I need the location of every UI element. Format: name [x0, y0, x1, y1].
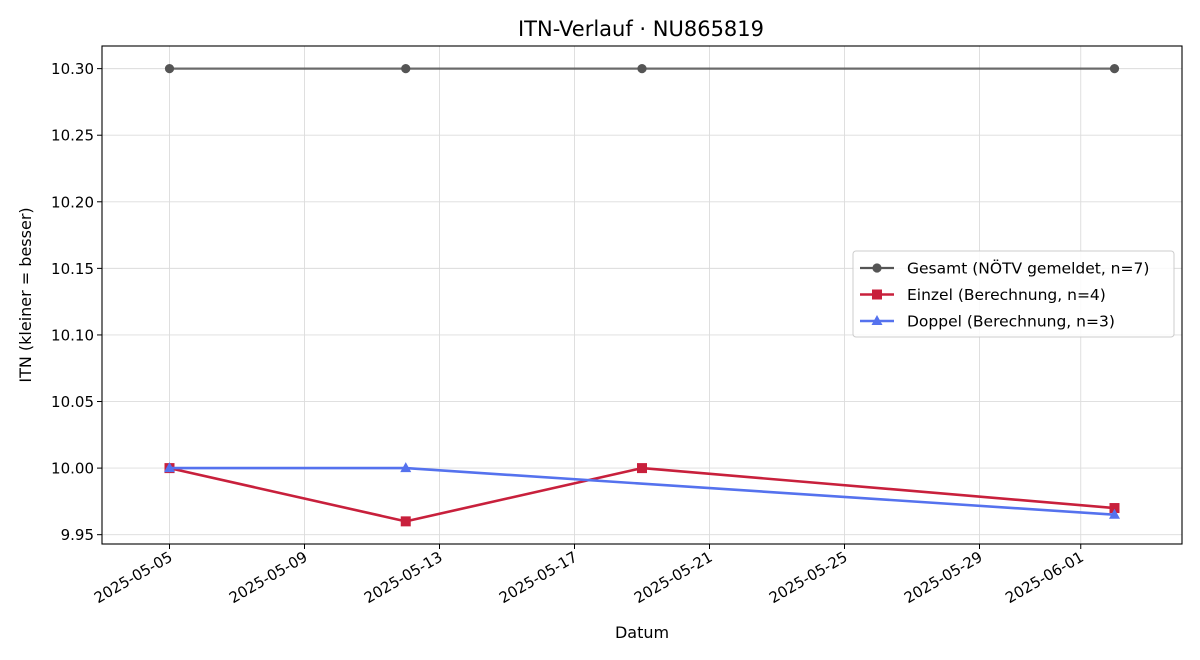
data-point	[1109, 503, 1120, 514]
legend-box	[852, 250, 1175, 338]
data-point	[1109, 508, 1120, 519]
data-point	[637, 463, 647, 474]
y-tick-label: 10.20	[51, 193, 94, 211]
data-point	[400, 516, 411, 527]
x-tick-label: 2025-05-13	[361, 548, 446, 607]
y-tick-label: 10.15	[51, 260, 94, 278]
legend-item: Gesamt (NÖTV gemeldet, n=7)	[860, 259, 1149, 278]
x-tick-label: 2025-06-01	[1002, 548, 1087, 607]
legend-marker	[871, 315, 883, 325]
legend-item: Einzel (Berechnung, n=4)	[860, 286, 1106, 304]
data-point	[400, 462, 412, 473]
legend-label: Doppel (Berechnung, n=3)	[907, 313, 1115, 331]
legend-label: Einzel (Berechnung, n=4)	[907, 286, 1106, 304]
x-tick-label: 2025-05-09	[226, 548, 311, 607]
series-line	[169, 466, 1115, 517]
y-tick-label: 10.05	[51, 393, 94, 411]
y-tick-label: 10.00	[51, 460, 94, 478]
data-point	[401, 64, 411, 74]
chart-title: ITN-Verlauf · NU865819	[518, 17, 764, 41]
y-tick-label: 10.30	[51, 60, 94, 78]
data-point	[637, 64, 647, 74]
series-layer	[164, 64, 1120, 527]
legend-marker	[872, 289, 882, 300]
x-tick-label: 2025-05-05	[91, 548, 176, 607]
x-tick-label: 2025-05-25	[766, 548, 851, 607]
y-tick-label: 9.95	[61, 526, 94, 544]
data-point	[1109, 64, 1120, 74]
x-tick-label: 2025-05-21	[631, 548, 716, 607]
data-point	[164, 64, 175, 74]
x-tick-label: 2025-05-29	[901, 548, 986, 607]
plot-frame	[101, 45, 1183, 545]
x-axis: 2025-05-05 2025-05-09 2025-05-13 2025-05-17…	[91, 544, 1087, 607]
series-1	[164, 463, 1120, 527]
y-tick-label: 10.10	[51, 326, 94, 344]
x-tick-label: 2025-05-17	[496, 548, 581, 607]
data-point	[164, 462, 175, 473]
series-line	[169, 466, 1115, 523]
legend-marker	[872, 263, 882, 273]
y-axis: 9.95 10.00 10.05 10.10 10.15 10.20 10.25 10.30	[51, 60, 102, 544]
y-axis-label: ITN (kleiner = besser)	[16, 207, 35, 382]
legend-label: Gesamt (NÖTV gemeldet, n=7)	[907, 259, 1149, 278]
legend-item: Doppel (Berechnung, n=3)	[860, 313, 1115, 331]
legend: Gesamt (NÖTV gemeldet, n=7) Einzel (Berec…	[852, 250, 1175, 338]
series-0	[164, 64, 1120, 74]
y-tick-label: 10.25	[51, 127, 94, 145]
x-axis-label: Datum	[615, 623, 669, 642]
series-2	[164, 462, 1120, 519]
